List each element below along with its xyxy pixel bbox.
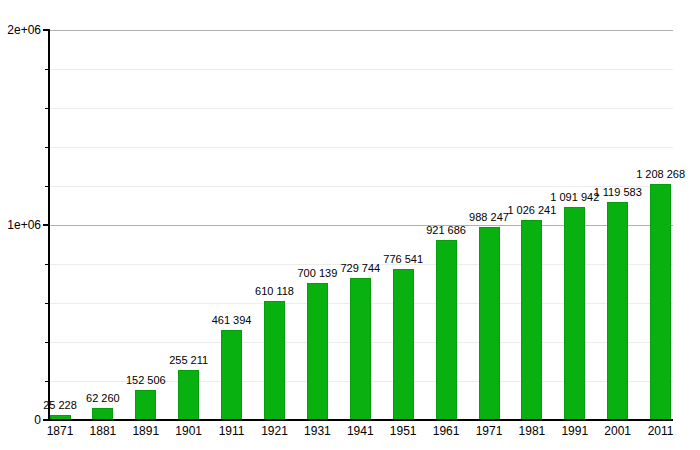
bar (307, 283, 328, 420)
bar (564, 207, 585, 420)
x-tick-label: 1981 (511, 424, 553, 438)
y-tick-label: 1e+06 (0, 218, 41, 232)
bar (135, 390, 156, 420)
bar (521, 220, 542, 420)
bar (221, 330, 242, 420)
x-tick-label: 1991 (554, 424, 596, 438)
y-tick-label: 2e+06 (0, 23, 41, 37)
bar (178, 370, 199, 420)
x-tick-label: 1911 (211, 424, 253, 438)
bar (607, 202, 628, 420)
y-grid-line-minor (50, 147, 674, 148)
bar (650, 184, 671, 420)
bar (479, 227, 500, 420)
x-tick-label: 1931 (296, 424, 338, 438)
x-tick-label: 1881 (82, 424, 124, 438)
x-tick-label: 1961 (425, 424, 467, 438)
y-grid-line-minor (50, 69, 674, 70)
x-tick-label: 1921 (254, 424, 296, 438)
y-tick-label: 0 (0, 413, 41, 427)
y-grid-line-major (50, 30, 674, 31)
bar (393, 269, 414, 420)
bar-value-label: 1 208 268 (601, 168, 700, 181)
x-tick-label: 1871 (39, 424, 81, 438)
x-tick-label: 1901 (168, 424, 210, 438)
y-axis-line (48, 30, 50, 421)
bar (264, 301, 285, 420)
x-tick-label: 1971 (468, 424, 510, 438)
bar (436, 240, 457, 420)
x-tick-label: 2001 (597, 424, 639, 438)
x-tick-label: 2011 (640, 424, 682, 438)
y-grid-line-minor (50, 108, 674, 109)
x-tick-label: 1941 (339, 424, 381, 438)
x-tick-label: 1951 (382, 424, 424, 438)
population-bar-chart: 01e+062e+0625 228187162 2601881152 50618… (0, 0, 700, 450)
x-axis-line (48, 419, 673, 421)
bar (350, 278, 371, 420)
x-tick-label: 1891 (125, 424, 167, 438)
